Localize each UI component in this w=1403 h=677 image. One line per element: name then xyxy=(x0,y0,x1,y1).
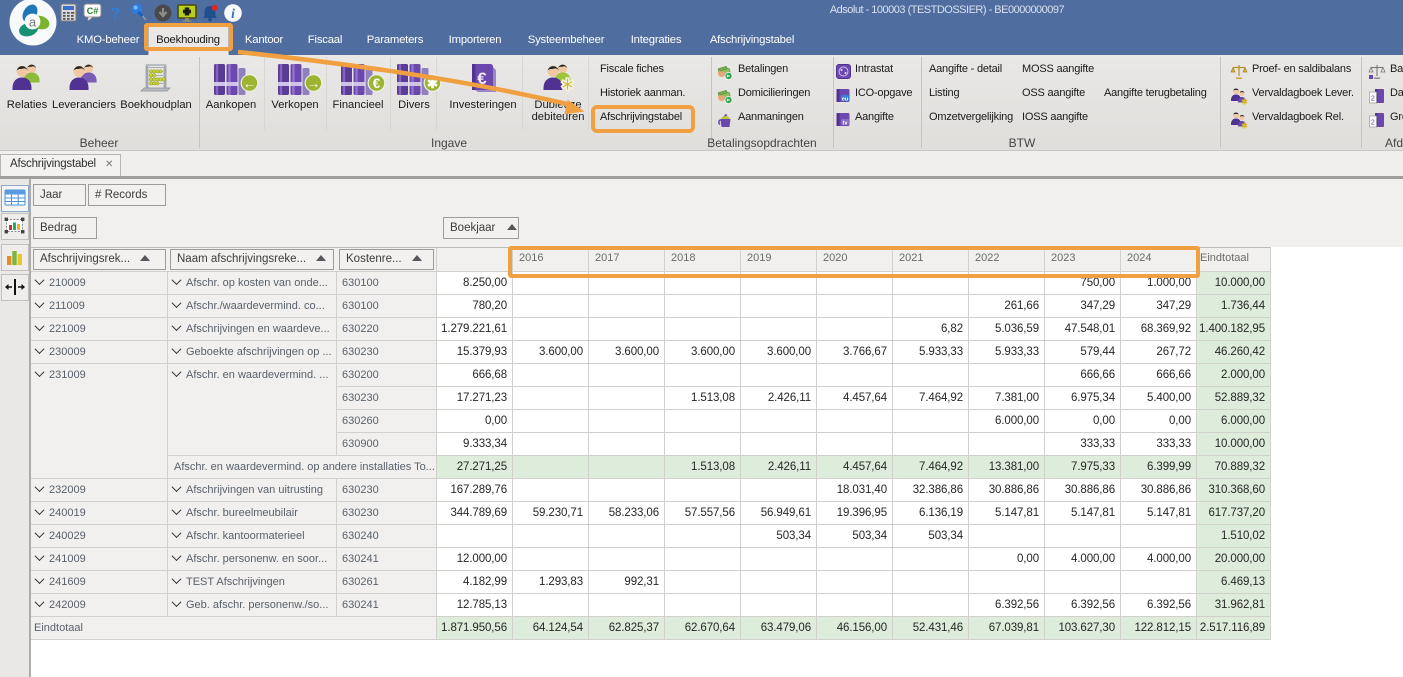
svg-text:✱: ✱ xyxy=(427,76,439,91)
svg-text:tv: tv xyxy=(843,120,849,126)
svg-text:✱: ✱ xyxy=(1241,122,1248,130)
svg-text:2: 2 xyxy=(1371,120,1375,127)
svg-text:eu: eu xyxy=(842,96,848,102)
svg-text:€: € xyxy=(477,69,487,88)
svg-text:→: → xyxy=(307,76,321,91)
svg-text:✱: ✱ xyxy=(1241,98,1248,106)
svg-text:?: ? xyxy=(110,4,120,23)
svg-text:€: € xyxy=(373,76,381,91)
svg-text:a: a xyxy=(29,15,37,30)
svg-text:C#: C# xyxy=(87,6,99,16)
svg-text:✱: ✱ xyxy=(560,76,574,95)
svg-text:2: 2 xyxy=(1371,96,1375,103)
svg-text:←: ← xyxy=(243,76,257,91)
svg-text:i: i xyxy=(231,6,235,21)
